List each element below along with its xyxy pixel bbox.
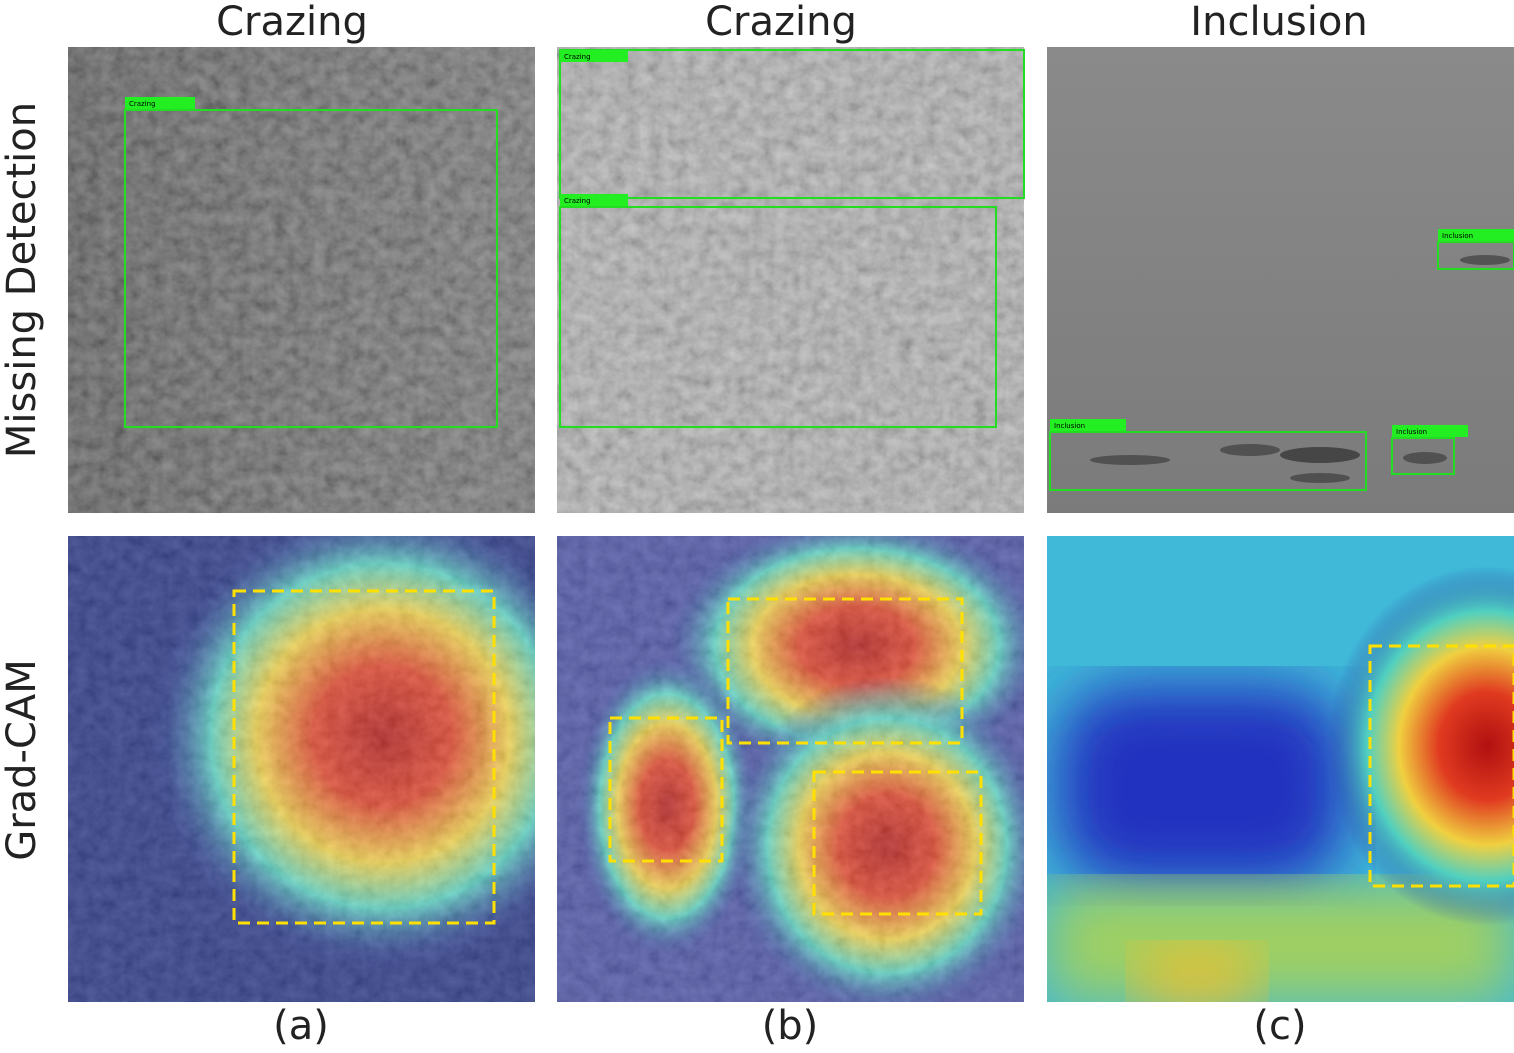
heatmap — [68, 536, 535, 1002]
detection-label: Inclusion — [1054, 422, 1085, 430]
image — [68, 47, 535, 513]
detection-label: Crazing — [564, 53, 591, 61]
image — [557, 47, 1024, 513]
heatmap — [1047, 536, 1514, 1002]
detection-label: Crazing — [564, 197, 591, 205]
detection-box: Crazing — [559, 194, 997, 428]
detection-box: Inclusion — [1049, 419, 1367, 491]
detection-box: Crazing — [559, 49, 1025, 199]
detection-box: Inclusion — [1437, 229, 1514, 270]
panel-label: (c) — [1253, 1003, 1306, 1049]
detection-label: Inclusion — [1396, 428, 1427, 436]
heatmap — [557, 536, 1024, 1002]
panel-label: (b) — [762, 1003, 819, 1049]
detection-box: Inclusion — [1391, 425, 1468, 475]
detection-label: Inclusion — [1442, 232, 1473, 240]
image — [1047, 47, 1514, 513]
detection-box: Crazing — [124, 97, 498, 428]
row-label: Grad-CAM — [0, 659, 45, 861]
column-title: Inclusion — [1190, 0, 1367, 45]
panel-label: (a) — [273, 1003, 329, 1049]
column-title: Crazing — [216, 0, 368, 45]
detection-label: Crazing — [129, 100, 156, 108]
row-label: Missing Detection — [0, 102, 45, 458]
column-title: Crazing — [705, 0, 857, 45]
